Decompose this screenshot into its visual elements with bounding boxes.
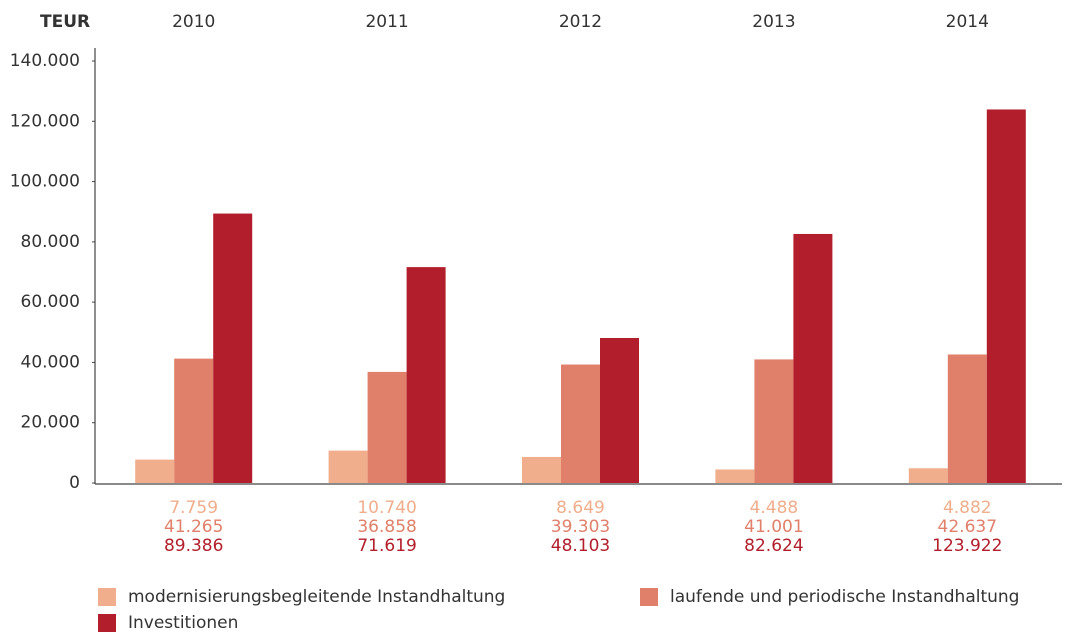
bar xyxy=(986,109,1026,483)
y-tick-label: 100.000 xyxy=(10,172,80,192)
value-label: 41.265 xyxy=(164,517,223,537)
value-label: 4.488 xyxy=(750,498,799,518)
x-tick-label: 2012 xyxy=(559,12,602,32)
bar xyxy=(367,371,407,483)
legend-swatch xyxy=(98,614,116,632)
value-label: 42.637 xyxy=(938,517,997,537)
value-label: 10.740 xyxy=(357,498,416,518)
y-axis-label: TEUR xyxy=(40,12,90,32)
value-label: 41.001 xyxy=(744,517,803,537)
y-tick-label: 80.000 xyxy=(21,232,80,252)
y-tick-label: 40.000 xyxy=(21,352,80,372)
bar xyxy=(406,267,446,483)
bar xyxy=(135,459,175,483)
y-tick-label: 0 xyxy=(69,473,80,493)
legend-swatch xyxy=(98,588,116,606)
bar xyxy=(947,354,987,483)
legend-label: Investitionen xyxy=(128,613,238,633)
x-tick-label: 2013 xyxy=(752,12,795,32)
value-label: 8.649 xyxy=(556,498,605,518)
bar xyxy=(522,456,561,483)
bar xyxy=(600,338,639,483)
value-label: 36.858 xyxy=(357,517,416,537)
value-label: 71.619 xyxy=(357,536,416,556)
bar xyxy=(908,468,948,483)
value-label: 48.103 xyxy=(551,536,610,556)
value-label: 7.759 xyxy=(169,498,218,518)
x-tick-label: 2014 xyxy=(946,12,989,32)
value-label: 4.882 xyxy=(943,498,992,518)
value-label: 82.624 xyxy=(744,536,803,556)
bar xyxy=(328,450,368,483)
x-tick-label: 2010 xyxy=(172,12,215,32)
value-label: 39.303 xyxy=(551,517,610,537)
bar xyxy=(213,213,253,483)
bar xyxy=(174,358,214,483)
legend-label: modernisierungsbegleitende Instandhaltun… xyxy=(128,587,505,607)
x-tick-label: 2011 xyxy=(365,12,408,32)
legend-swatch xyxy=(640,588,658,606)
y-tick-label: 140.000 xyxy=(10,51,80,71)
legend-label: laufende und periodische Instandhaltung xyxy=(670,587,1019,607)
y-tick-label: 120.000 xyxy=(10,111,80,131)
bar xyxy=(715,469,755,483)
bar xyxy=(754,359,794,483)
y-tick-label: 60.000 xyxy=(21,292,80,312)
value-label: 89.386 xyxy=(164,536,223,556)
bar xyxy=(793,233,833,483)
value-label: 123.922 xyxy=(932,536,1002,556)
y-tick-label: 20.000 xyxy=(21,413,80,433)
bar xyxy=(561,364,600,483)
